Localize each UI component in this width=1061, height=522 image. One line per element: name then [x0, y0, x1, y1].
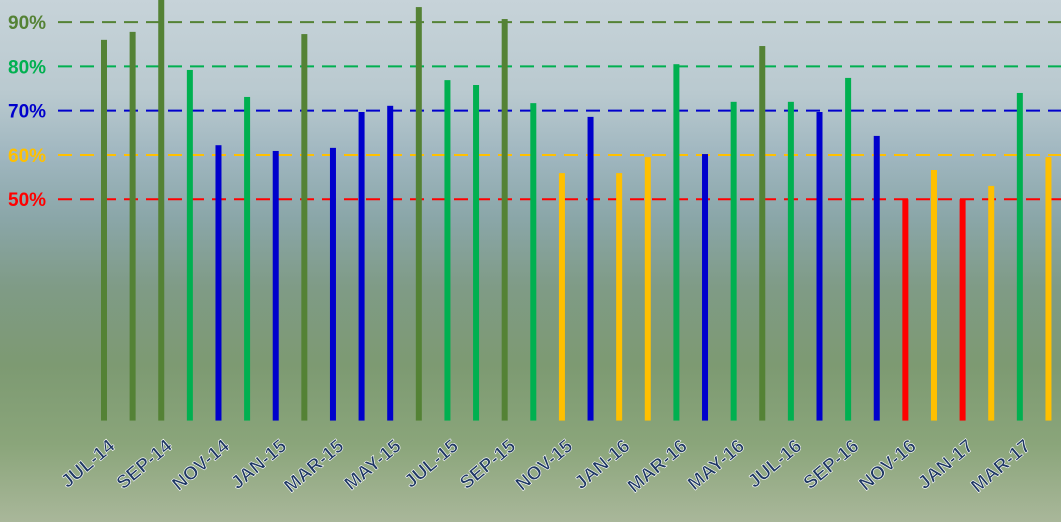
y-tick-label: 80%	[8, 57, 46, 78]
bar	[730, 101, 737, 421]
bar	[358, 112, 365, 421]
bar	[301, 34, 308, 421]
bar	[473, 85, 480, 421]
bar	[329, 147, 336, 421]
x-tick-label: JAN-16	[571, 436, 635, 494]
x-tick-label: MAR-16	[624, 436, 692, 498]
bar	[272, 150, 279, 421]
bar	[787, 101, 794, 421]
x-tick-label: MAR-15	[280, 435, 348, 497]
x-tick-label: SEP-15	[456, 435, 520, 493]
x-tick-label: JAN-17	[914, 436, 978, 494]
bar	[501, 19, 508, 421]
x-tick-label: SEP-14	[113, 435, 177, 493]
y-tick-label: 60%	[8, 146, 46, 167]
bar	[158, 0, 165, 421]
bar	[673, 64, 680, 421]
bar	[616, 173, 623, 421]
x-tick-label: JUL-16	[744, 436, 806, 493]
bar	[759, 46, 766, 421]
bar	[101, 39, 107, 421]
bar	[988, 185, 995, 421]
y-tick-label: 70%	[8, 102, 46, 123]
bar	[902, 199, 909, 421]
bar	[702, 154, 709, 421]
x-tick-label: MAY-16	[684, 436, 749, 495]
bar	[558, 173, 565, 421]
x-tick-label: NOV-16	[855, 436, 920, 496]
bar	[186, 69, 193, 421]
x-tick-label: NOV-14	[168, 435, 234, 495]
x-tick-label: MAR-17	[967, 436, 1035, 498]
x-tick-label: SEP-16	[800, 436, 864, 494]
bar	[816, 112, 823, 421]
x-tick-label: JUL-14	[57, 435, 119, 492]
bar	[644, 157, 651, 421]
bar	[845, 77, 852, 421]
bar	[959, 199, 966, 421]
y-tick-label: 90%	[8, 13, 46, 34]
bar	[587, 116, 594, 421]
bar	[530, 103, 537, 421]
bar	[1045, 157, 1052, 421]
y-tick-label: 50%	[8, 190, 46, 211]
bar	[387, 105, 394, 421]
bar	[444, 80, 451, 421]
x-tick-label: JAN-15	[227, 435, 291, 493]
x-tick-label: JUL-15	[401, 435, 463, 492]
bar	[1016, 92, 1023, 421]
x-tick-label: NOV-15	[512, 435, 578, 495]
x-tick-label: MAY-15	[341, 435, 406, 494]
bar	[873, 135, 880, 421]
bar	[415, 7, 422, 421]
bar	[244, 96, 251, 421]
bar	[930, 170, 937, 421]
bar	[215, 145, 222, 421]
bar	[129, 31, 136, 421]
